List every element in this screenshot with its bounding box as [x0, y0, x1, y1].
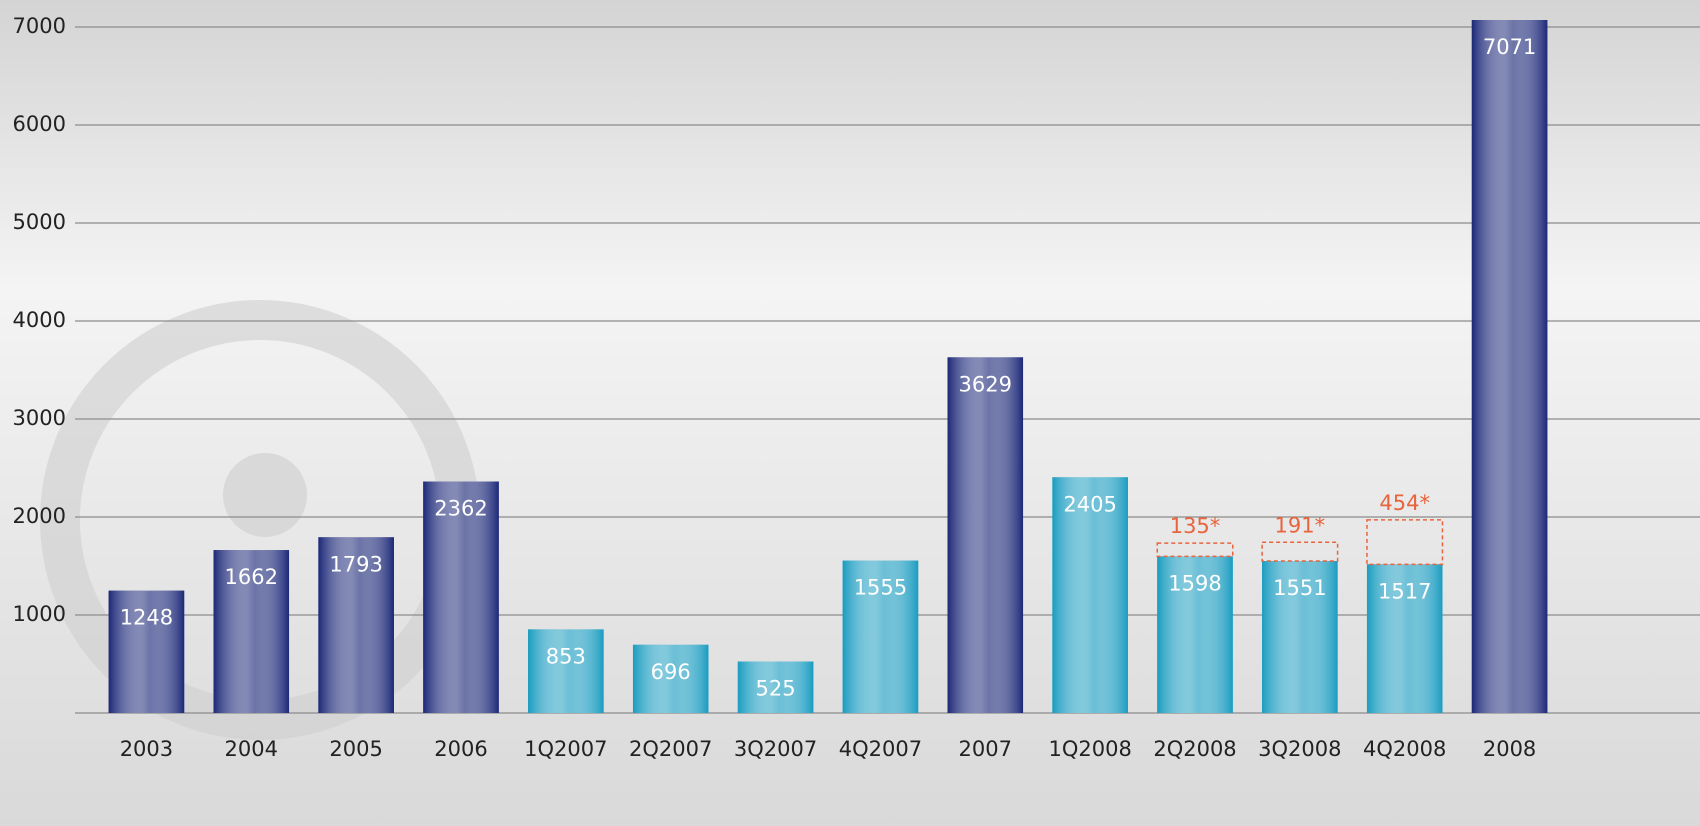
x-tick-label: 2Q2007	[629, 737, 712, 761]
stacked-label: 135*	[1170, 514, 1221, 538]
value-label: 1662	[225, 565, 278, 589]
y-tick-label: 5000	[13, 210, 66, 234]
x-tick-label: 2008	[1483, 737, 1536, 761]
stacked-segment	[1261, 541, 1339, 562]
bar	[528, 629, 604, 713]
stacked-label: 454*	[1379, 491, 1430, 515]
value-label: 7071	[1483, 35, 1536, 59]
y-tick-label: 6000	[13, 112, 66, 136]
x-tick-label: 4Q2007	[839, 737, 922, 761]
y-tick-label: 7000	[13, 14, 66, 38]
y-tick-label: 4000	[13, 308, 66, 332]
value-label: 1793	[329, 552, 382, 576]
value-label: 3629	[959, 372, 1012, 396]
x-tick-label: 1Q2007	[524, 737, 607, 761]
y-tick-label: 2000	[13, 504, 66, 528]
stacked-segment	[1156, 542, 1234, 558]
x-tick-label: 2Q2008	[1153, 737, 1236, 761]
y-tick-label: 1000	[13, 602, 66, 626]
value-label: 2405	[1063, 492, 1116, 516]
x-tick-label: 2003	[120, 737, 173, 761]
x-tick-label: 3Q2007	[734, 737, 817, 761]
value-label: 1248	[120, 606, 173, 630]
y-tick-label: 3000	[13, 406, 66, 430]
x-tick-label: 2006	[434, 737, 487, 761]
value-label: 1517	[1378, 579, 1431, 603]
value-label: 1551	[1273, 576, 1326, 600]
stacked-label: 191*	[1275, 513, 1326, 537]
value-label: 696	[651, 660, 691, 684]
x-tick-label: 3Q2008	[1258, 737, 1341, 761]
value-label: 2362	[434, 497, 487, 521]
x-tick-label: 2007	[959, 737, 1012, 761]
value-label: 1598	[1168, 571, 1221, 595]
decor-dot	[223, 453, 307, 537]
stacked-segment	[1366, 519, 1444, 566]
x-tick-label: 2004	[225, 737, 278, 761]
value-label: 853	[546, 644, 586, 668]
value-label: 1555	[854, 576, 907, 600]
x-tick-label: 1Q2008	[1048, 737, 1131, 761]
bar	[1471, 20, 1548, 714]
value-label: 525	[756, 677, 796, 701]
x-tick-label: 2005	[329, 737, 382, 761]
x-tick-label: 4Q2008	[1363, 737, 1446, 761]
bar	[947, 357, 1024, 713]
